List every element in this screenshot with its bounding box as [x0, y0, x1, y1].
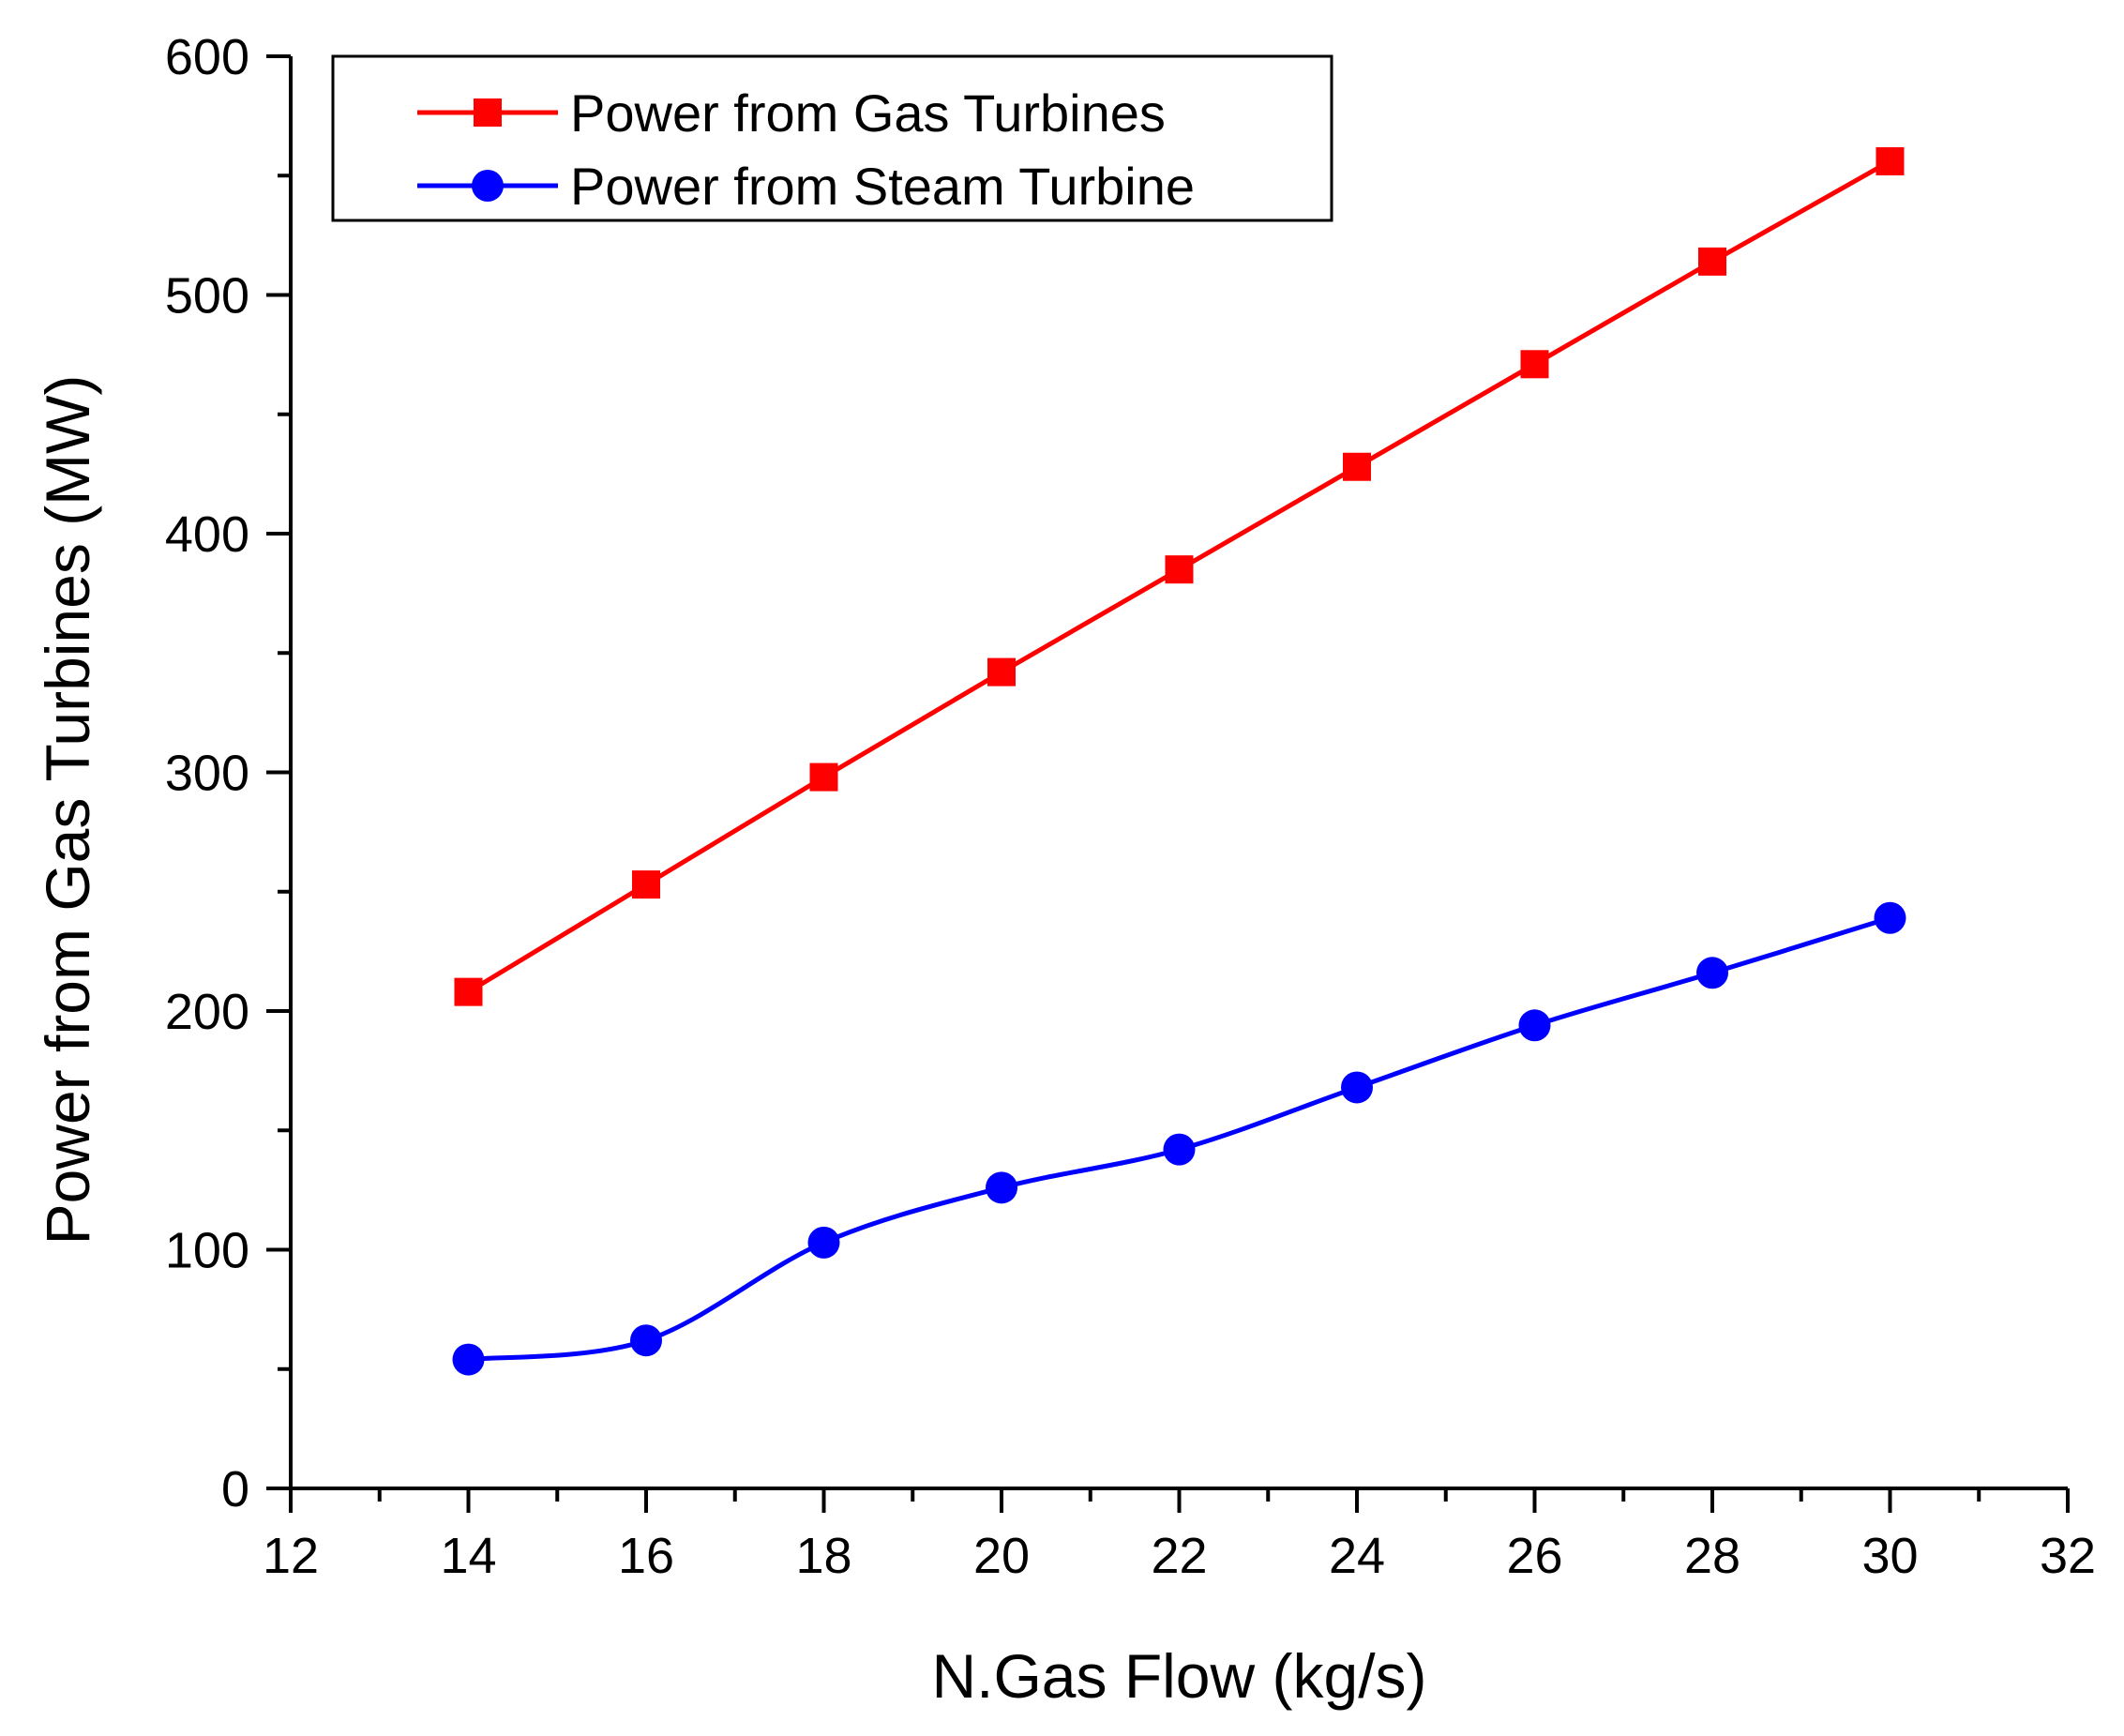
- data-point-circle: [452, 1343, 485, 1376]
- legend-label: Power from Steam Turbine: [570, 157, 1195, 216]
- data-point-circle: [986, 1171, 1017, 1204]
- data-point-square: [1698, 247, 1726, 276]
- data-point-circle: [1163, 1133, 1196, 1166]
- x-tick-label: 24: [1329, 1528, 1385, 1584]
- y-tick-label: 400: [165, 506, 249, 563]
- y-tick-label: 600: [165, 29, 249, 85]
- data-point-square: [1520, 350, 1549, 379]
- y-tick-label: 0: [221, 1461, 249, 1517]
- y-tick-label: 200: [165, 984, 249, 1040]
- x-tick-label: 14: [440, 1528, 496, 1584]
- x-tick-label: 20: [973, 1528, 1030, 1584]
- x-tick-label: 28: [1684, 1528, 1740, 1584]
- x-axis-title: N.Gas Flow (kg/s): [931, 1641, 1426, 1711]
- data-point-circle: [1874, 901, 1906, 934]
- data-point-square: [1165, 555, 1194, 584]
- axes: 12 14 16 18 20 22 24 26 28 30 32 0 100 200 300 400 500 60…: [165, 29, 2096, 1584]
- y-axis-title: Power from Gas Turbines (MW): [33, 375, 102, 1245]
- data-point-square: [1875, 146, 1905, 175]
- legend-marker-square: [474, 98, 502, 127]
- x-tick-label: 18: [795, 1528, 851, 1584]
- data-point-circle: [630, 1324, 662, 1357]
- plot-area: [452, 146, 1906, 1376]
- legend: Power from Gas Turbines Power from Steam …: [331, 54, 1333, 222]
- data-point-square: [809, 762, 838, 792]
- data-point-square: [454, 977, 483, 1006]
- data-point-circle: [1518, 1009, 1551, 1042]
- y-tick-label: 100: [165, 1223, 249, 1279]
- y-tick-label: 500: [165, 268, 249, 325]
- x-tick-label: 16: [618, 1528, 674, 1584]
- x-tick-label: 26: [1506, 1528, 1562, 1584]
- data-point-square: [987, 657, 1016, 687]
- data-point-circle: [1696, 957, 1728, 989]
- y-tick-label: 300: [165, 746, 249, 802]
- x-tick-label: 12: [263, 1528, 319, 1584]
- x-tick-label: 22: [1151, 1528, 1207, 1584]
- data-point-circle: [807, 1226, 840, 1259]
- legend-label: Power from Gas Turbines: [570, 83, 1166, 143]
- legend-marker-circle: [472, 170, 504, 202]
- x-tick-label: 30: [1861, 1528, 1918, 1584]
- x-tick-label: 32: [2040, 1528, 2096, 1584]
- data-point-square: [1343, 452, 1371, 481]
- data-point-circle: [1341, 1071, 1373, 1104]
- data-point-square: [632, 870, 660, 899]
